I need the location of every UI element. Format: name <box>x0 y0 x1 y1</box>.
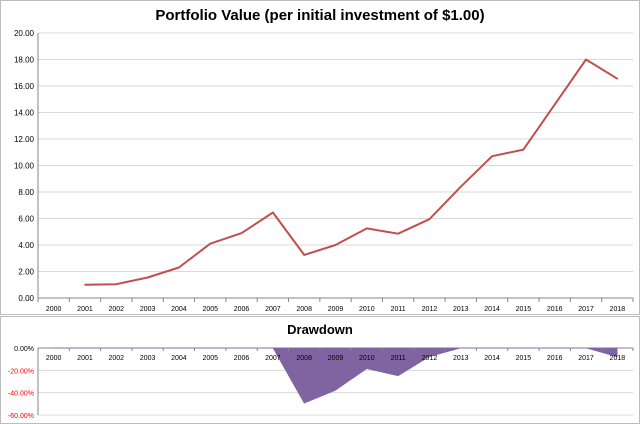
x-tick-label: 2014 <box>484 355 500 362</box>
portfolio-value-plot: 0.00 2.00 4.00 6.00 8.00 10.00 12.00 14.00 16.00… <box>14 29 634 313</box>
x-tick-label: 2009 <box>328 306 344 313</box>
x-tick-label: 2003 <box>140 306 156 313</box>
y-tick-label: -40.00% <box>8 391 34 398</box>
y-tick-label: 0.00% <box>14 346 34 353</box>
x-tick-label: 2017 <box>578 306 594 313</box>
x-tick-label: 2018 <box>610 355 626 362</box>
x-tick-label: 2013 <box>453 355 469 362</box>
x-tick-label: 2004 <box>171 306 187 313</box>
y-tick-label: 20.00 <box>14 29 35 38</box>
y-tick-label: 16.00 <box>14 82 35 91</box>
drawdown-area <box>53 347 618 404</box>
data-point <box>303 254 305 256</box>
portfolio-value-chart: Portfolio Value (per initial investment … <box>0 0 640 315</box>
x-tick-label: 2001 <box>77 355 93 362</box>
data-point <box>146 276 149 279</box>
y-tick-label: 14.00 <box>14 109 35 118</box>
x-tick-label: 2017 <box>578 355 594 362</box>
x-tick-label: 2016 <box>547 355 563 362</box>
y-tick-label: 0.00 <box>18 294 34 303</box>
y-tick-label: -60.00% <box>8 413 34 420</box>
x-tick-label: 2006 <box>234 306 250 313</box>
x-tick-label: 2004 <box>171 355 187 362</box>
data-point <box>178 266 180 269</box>
x-tick-label: 2007 <box>265 306 281 313</box>
x-tick-label: 2005 <box>202 306 218 313</box>
x-tick-label: 2010 <box>359 355 375 362</box>
x-tick-label: 2012 <box>422 355 438 362</box>
x-tick-label: 2018 <box>610 306 626 313</box>
data-point <box>240 232 243 234</box>
y-tick-label: -20.00% <box>8 368 34 375</box>
data-point <box>459 185 462 188</box>
x-tick-label: 2010 <box>359 306 375 313</box>
y-tick-label: 8.00 <box>18 188 34 197</box>
y-tick-label: 4.00 <box>18 241 34 250</box>
y-tick-label: 2.00 <box>18 268 34 277</box>
x-tick-label: 2003 <box>140 355 156 362</box>
x-tick-label: 2000 <box>46 306 62 313</box>
drawdown-plot: 0.00% -20.00% -40.00% -60.00% 2000 2001 2002 20… <box>8 346 634 420</box>
x-tick-label: 2011 <box>391 355 406 362</box>
x-tick-label: 2012 <box>422 306 438 313</box>
x-tick-label: 2009 <box>328 355 344 362</box>
x-tick-label: 2000 <box>46 355 62 362</box>
x-tick-label: 2002 <box>109 355 125 362</box>
data-point <box>272 211 274 214</box>
data-point <box>428 218 431 220</box>
x-tick-label: 2005 <box>202 355 218 362</box>
y-tick-label: 18.00 <box>14 56 35 65</box>
x-tick-label: 2002 <box>109 306 125 313</box>
y-tick-label: 12.00 <box>14 135 35 144</box>
x-tick-label: 2006 <box>234 355 250 362</box>
x-tick-label: 2015 <box>516 306 532 313</box>
data-point <box>585 58 587 61</box>
y-tick-label: 6.00 <box>18 215 34 224</box>
data-point <box>616 77 619 80</box>
x-tick-label: 2001 <box>77 306 93 313</box>
data-point <box>334 244 337 246</box>
data-point <box>209 242 212 245</box>
x-tick-label: 2007 <box>265 355 281 362</box>
data-point <box>491 155 493 158</box>
x-tick-label: 2008 <box>296 355 312 362</box>
drawdown-chart: Drawdown 0.00% -20.00% -40.00% -60.00% 2000 2… <box>0 316 640 424</box>
x-tick-label: 2013 <box>453 306 469 313</box>
x-tick-label: 2008 <box>296 306 312 313</box>
x-tick-label: 2015 <box>516 355 532 362</box>
chart-title: Drawdown <box>287 322 353 337</box>
x-tick-label: 2016 <box>547 306 563 313</box>
x-tick-label: 2011 <box>391 306 406 313</box>
chart-title: Portfolio Value (per initial investment … <box>155 7 485 24</box>
data-point <box>522 148 525 151</box>
data-point <box>366 227 368 230</box>
portfolio-value-line <box>84 58 618 286</box>
data-point <box>397 232 399 235</box>
data-point <box>84 283 86 286</box>
data-point <box>553 103 556 106</box>
x-tick-label: 2014 <box>484 306 500 313</box>
y-tick-label: 10.00 <box>14 162 35 171</box>
data-point <box>115 283 118 286</box>
